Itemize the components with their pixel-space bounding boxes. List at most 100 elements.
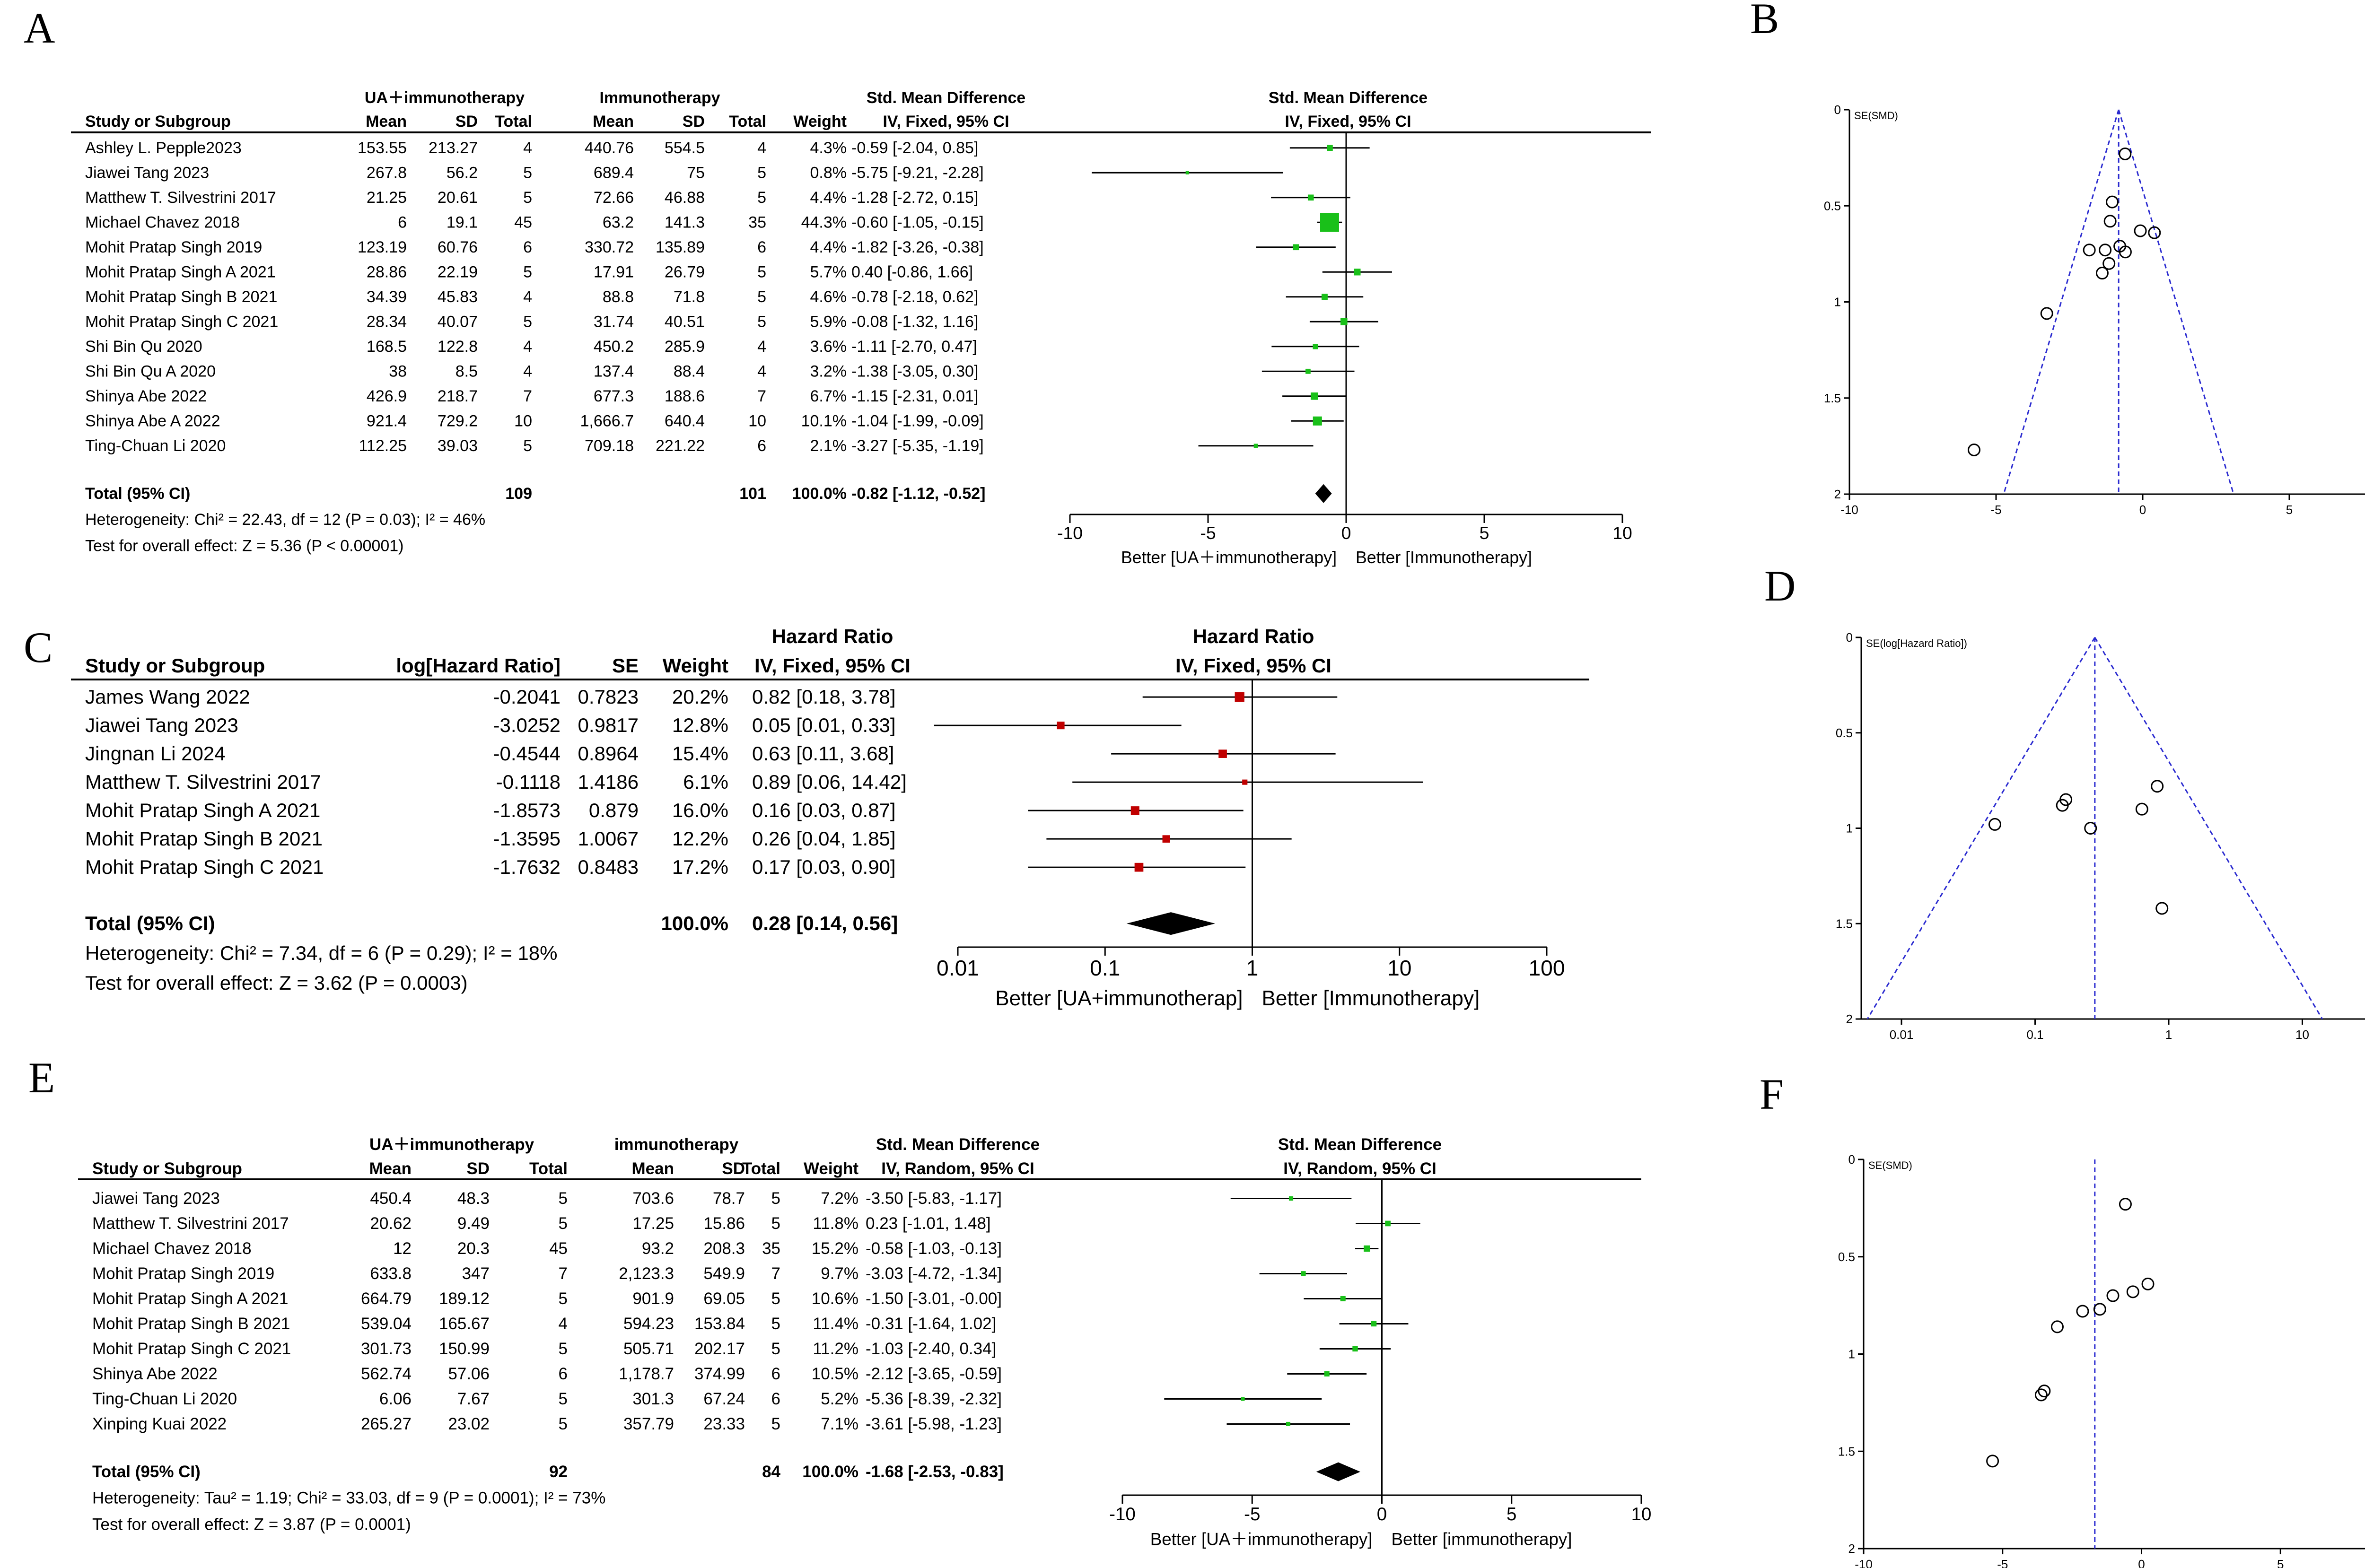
col-header-study: Study or Subgroup (92, 1159, 242, 1178)
study-weight: 4.3% (810, 139, 847, 157)
study-se: 0.8964 (578, 742, 639, 765)
y-tick-label: 1 (1846, 821, 1853, 836)
study-ci-text: -1.50 [-3.01, -0.00] (866, 1289, 1002, 1308)
study-point (1988, 818, 2001, 831)
funnel-left-boundary (1866, 637, 2096, 1019)
study-ci-text: -3.50 [-5.83, -1.17] (866, 1189, 1002, 1208)
study-sd-2: 67.24 (703, 1390, 745, 1408)
y-axis-label: SE(SMD) (1854, 110, 1898, 122)
col-header-weight: Weight (663, 654, 728, 677)
study-total-2: 7 (771, 1264, 780, 1283)
study-total-1: 4 (559, 1315, 568, 1333)
study-total-1: 5 (523, 437, 532, 455)
study-point (1986, 1455, 1999, 1468)
study-point-estimate (1305, 368, 1311, 374)
study-total-1: 45 (549, 1239, 568, 1258)
study-mean-2: 709.18 (585, 437, 634, 455)
study-point-estimate (1313, 416, 1322, 426)
study-total-2: 6 (771, 1365, 780, 1383)
study-point-estimate (1235, 692, 1244, 702)
study-weight: 10.6% (812, 1289, 858, 1308)
x-tick-label: -10 (1109, 1504, 1136, 1524)
panel-letter-d: D (1764, 562, 1796, 610)
study-mean-2: 689.4 (594, 164, 634, 182)
study-point-estimate (1371, 1321, 1377, 1327)
study-ci-text: 0.89 [0.06, 14.42] (752, 771, 907, 793)
study-sd-1: 20.3 (457, 1239, 490, 1258)
study-ci-text: -0.60 [-1.05, -0.15] (851, 214, 984, 232)
study-weight: 5.7% (810, 263, 847, 281)
study-loghr: -0.1118 (496, 771, 561, 793)
col-header-se: SE (612, 654, 639, 677)
study-point (2135, 802, 2148, 816)
study-ci-text: -0.58 [-1.03, -0.13] (866, 1239, 1002, 1258)
study-point (2148, 226, 2161, 239)
study-point-estimate (1340, 1296, 1346, 1301)
x-tick-label: 5 (2277, 1557, 2284, 1568)
study-name: Shinya Abe 2022 (85, 387, 207, 405)
study-total-1: 10 (514, 412, 532, 430)
study-total-2: 6 (771, 1390, 780, 1408)
study-point (2126, 1285, 2139, 1298)
study-name: Mohit Pratap Singh A 2021 (92, 1289, 288, 1308)
study-name: Jingnan Li 2024 (85, 742, 226, 765)
funnel-right-boundary (2094, 637, 2323, 1019)
study-ci-text: -2.12 [-3.65, -0.59] (866, 1365, 1002, 1383)
study-name: Mohit Pratap Singh C 2021 (92, 1340, 291, 1358)
y-tick-label: 2 (1848, 1542, 1855, 1556)
study-sd-2: 69.05 (703, 1289, 745, 1308)
study-mean-2: 450.2 (594, 338, 634, 356)
study-weight: 11.8% (813, 1214, 858, 1233)
study-weight: 5.2% (821, 1390, 858, 1408)
study-sd-2: 141.3 (665, 214, 705, 232)
col-header-mean-2: Mean (593, 113, 634, 131)
plot-header-top: Hazard Ratio (1193, 625, 1314, 647)
study-mean-1: 633.8 (370, 1264, 412, 1283)
study-total-2: 5 (771, 1315, 780, 1333)
study-total-2: 5 (757, 313, 766, 331)
study-point-estimate (1241, 1397, 1245, 1401)
overall-effect-text: Test for overall effect: Z = 3.62 (P = 0… (85, 972, 468, 994)
total-n-1: 92 (549, 1463, 568, 1481)
study-mean-1: 112.25 (359, 437, 407, 455)
study-mean-1: 921.4 (367, 412, 407, 430)
study-mean-1: 267.8 (367, 164, 407, 182)
col-header-sd-2: SD (722, 1159, 745, 1178)
panel-letter-e: E (28, 1054, 55, 1102)
col-header-total-1: Total (529, 1159, 568, 1178)
x-tick-label: 0 (2139, 503, 2146, 517)
study-weight: 4.4% (810, 189, 847, 207)
study-weight: 15.2% (812, 1239, 858, 1258)
total-ci-text: -1.68 [-2.53, -0.83] (866, 1463, 1004, 1481)
study-point (2155, 902, 2169, 915)
study-mean-2: 440.76 (585, 139, 634, 157)
study-sd-1: 40.07 (438, 313, 478, 331)
study-point (2151, 780, 2164, 793)
study-mean-1: 153.55 (358, 139, 407, 157)
study-sd-1: 23.02 (448, 1415, 490, 1433)
study-total-1: 6 (559, 1365, 568, 1383)
col-header-mean-2: Mean (632, 1159, 674, 1178)
y-tick-label: 1.5 (1838, 1444, 1855, 1458)
group2-header: immunotherapy (614, 1135, 739, 1154)
effect-header-top: Hazard Ratio (772, 625, 893, 647)
y-tick-label: 0 (1846, 630, 1853, 645)
study-point-estimate (1057, 722, 1065, 730)
study-sd-1: 56.2 (447, 164, 478, 182)
favours-right-label: Better [immunotherapy] (1392, 1530, 1572, 1549)
plot-header-top: Std. Mean Difference (1269, 89, 1428, 107)
study-sd-2: 23.33 (703, 1415, 745, 1433)
study-mean-1: 34.39 (367, 288, 407, 306)
study-weight: 3.6% (810, 338, 847, 356)
y-tick-label: 2 (1846, 1012, 1853, 1026)
study-point-estimate (1320, 213, 1339, 232)
col-header-total-2: Total (729, 113, 766, 131)
study-point (2038, 1385, 2051, 1398)
study-name: Matthew T. Silvestrini 2017 (92, 1214, 289, 1233)
study-weight: 44.3% (801, 214, 847, 232)
study-loghr: -3.0252 (493, 714, 561, 736)
study-point-estimate (1324, 1371, 1330, 1376)
study-weight: 11.2% (813, 1340, 858, 1358)
study-name: Michael Chavez 2018 (85, 214, 240, 232)
study-total-1: 4 (523, 139, 532, 157)
